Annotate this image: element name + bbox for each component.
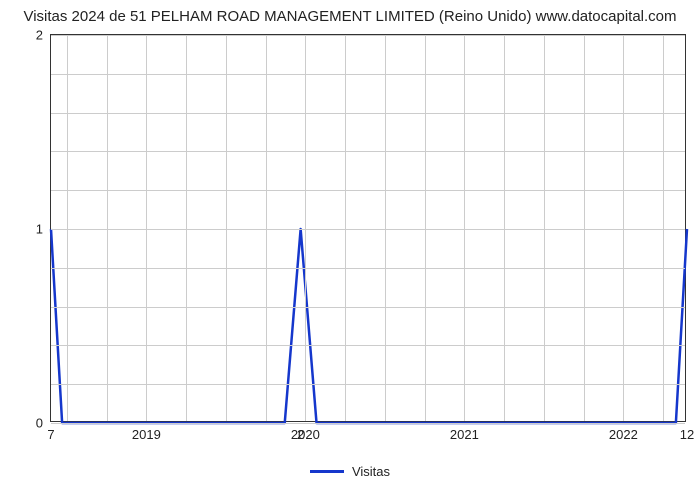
- gridline-h: [51, 74, 685, 75]
- gridline-v: [345, 35, 346, 421]
- gridline-v: [67, 35, 68, 421]
- gridline-v: [623, 35, 624, 421]
- y-axis-tick-label: 1: [36, 222, 51, 237]
- gridline-h: [51, 307, 685, 308]
- gridline-v: [663, 35, 664, 421]
- x-axis-tick-label: 2021: [450, 421, 479, 442]
- data-point-label: 12: [680, 421, 694, 442]
- y-axis-tick-label: 2: [36, 28, 51, 43]
- gridline-h: [51, 35, 685, 36]
- gridline-v: [464, 35, 465, 421]
- gridline-h: [51, 190, 685, 191]
- x-axis-tick-label: 2022: [609, 421, 638, 442]
- gridline-v: [425, 35, 426, 421]
- gridline-v: [305, 35, 306, 421]
- gridline-v: [226, 35, 227, 421]
- gridline-v: [146, 35, 147, 421]
- data-point-label: 7: [47, 421, 54, 442]
- data-point-label: 2: [297, 421, 304, 442]
- gridline-v: [544, 35, 545, 421]
- gridline-v: [504, 35, 505, 421]
- visits-chart: Visitas 2024 de 51 PELHAM ROAD MANAGEMEN…: [0, 0, 700, 500]
- gridline-h: [51, 151, 685, 152]
- legend: Visitas: [0, 464, 700, 479]
- gridline-v: [584, 35, 585, 421]
- gridline-h: [51, 229, 685, 230]
- legend-label: Visitas: [352, 464, 390, 479]
- legend-swatch: [310, 470, 344, 473]
- chart-title: Visitas 2024 de 51 PELHAM ROAD MANAGEMEN…: [0, 8, 700, 25]
- plot-area: 01220192020202120227212: [50, 34, 686, 422]
- x-axis-tick-label: 2020: [291, 421, 320, 442]
- gridline-v: [107, 35, 108, 421]
- x-axis-tick-label: 2019: [132, 421, 161, 442]
- gridline-v: [385, 35, 386, 421]
- gridline-h: [51, 345, 685, 346]
- gridline-h: [51, 384, 685, 385]
- gridline-v: [266, 35, 267, 421]
- gridline-h: [51, 268, 685, 269]
- gridline-v: [186, 35, 187, 421]
- gridline-h: [51, 113, 685, 114]
